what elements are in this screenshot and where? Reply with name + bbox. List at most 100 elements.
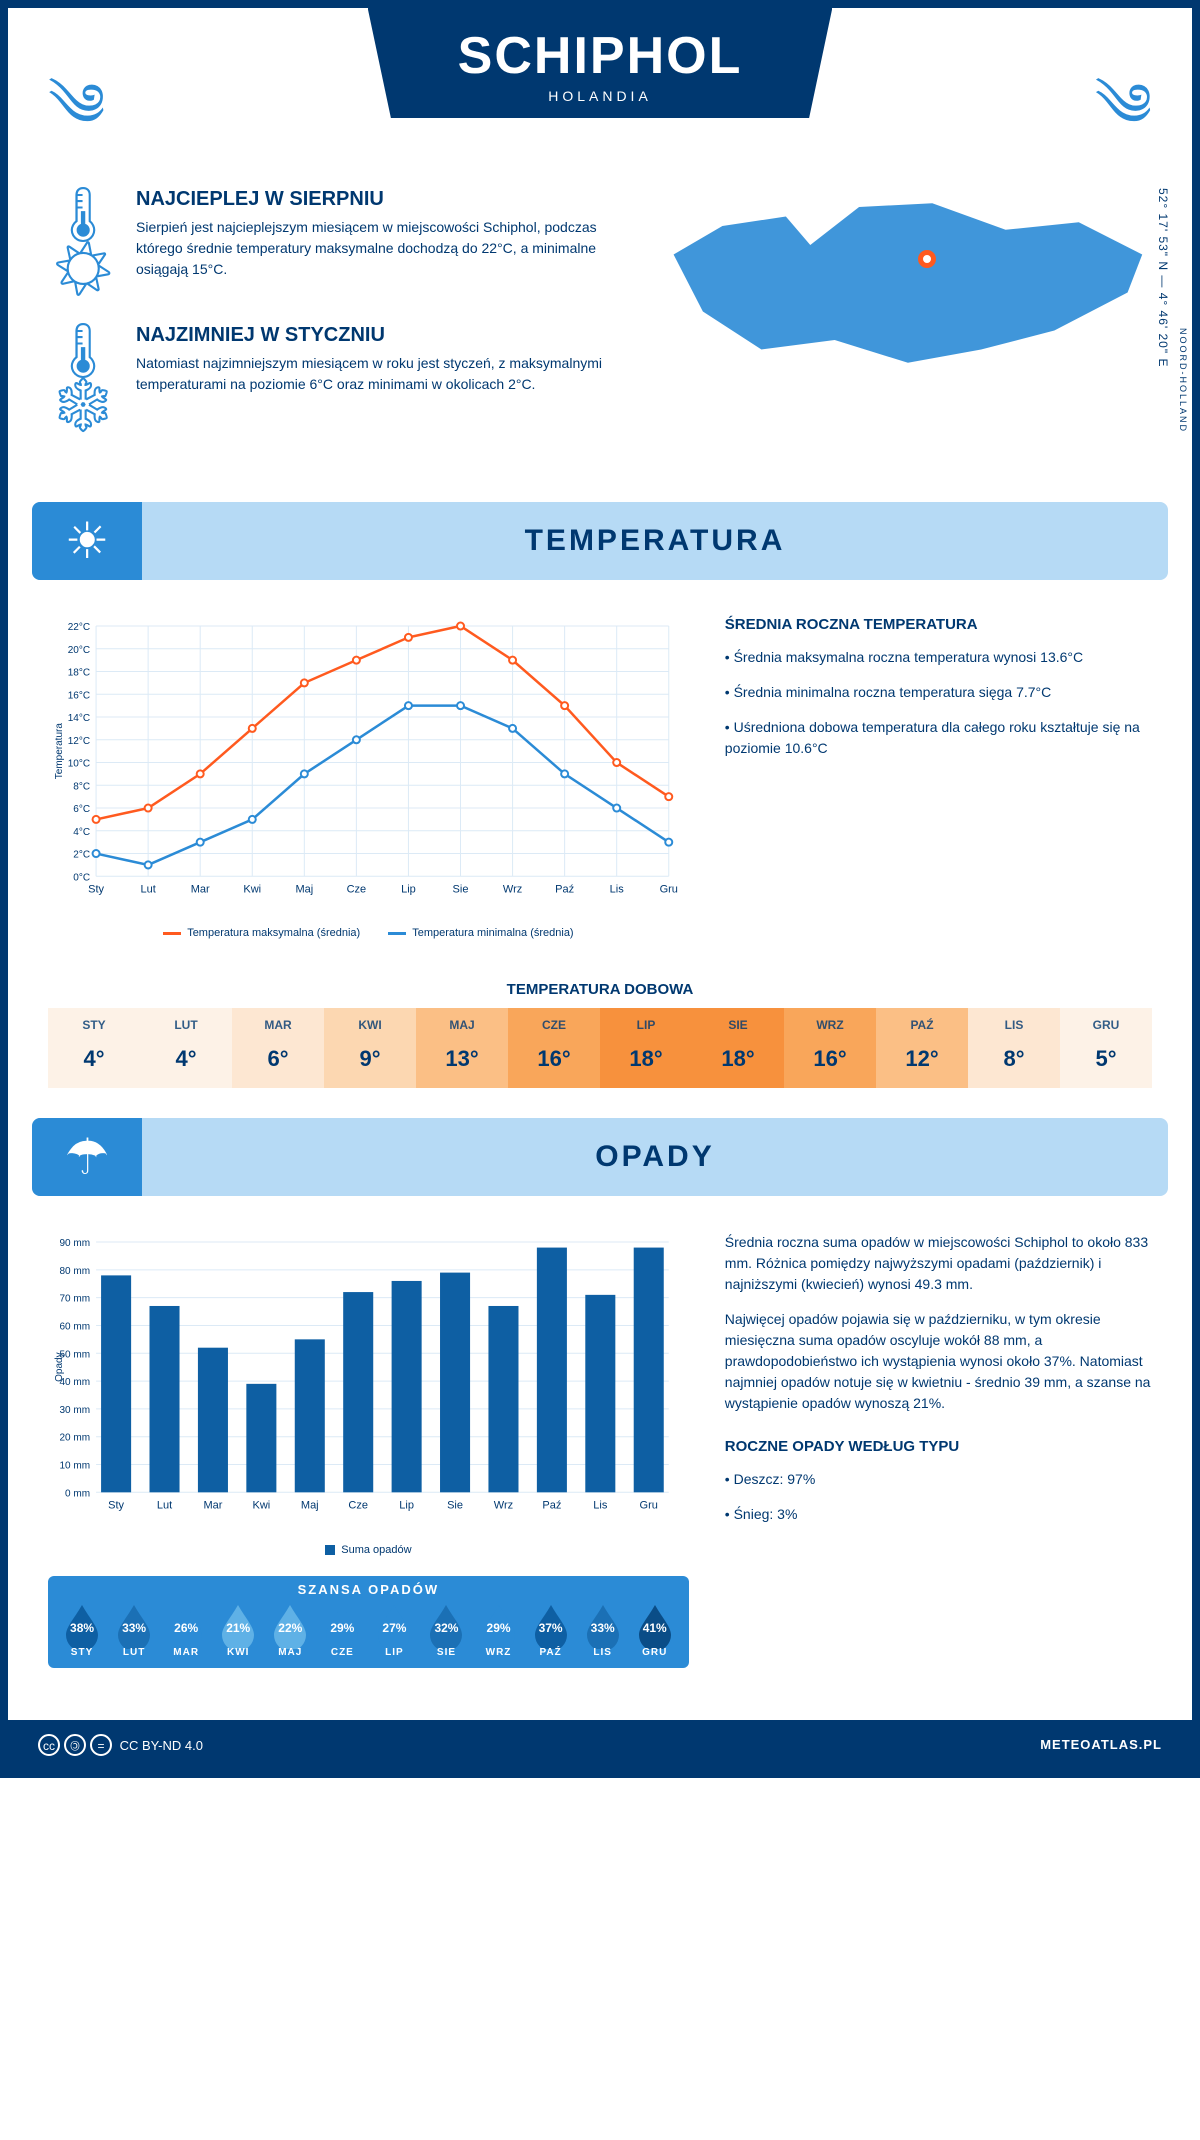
rain-paragraph: Średnia roczna suma opadów w miejscowośc… [725, 1232, 1152, 1295]
chance-drop: 33% LUT [108, 1603, 160, 1658]
precipitation-summary: Średnia roczna suma opadów w miejscowośc… [725, 1232, 1152, 1667]
chance-title: SZANSA OPADÓW [56, 1582, 681, 1597]
world-map [664, 188, 1152, 378]
daily-cell: LIP18° [600, 1008, 692, 1088]
svg-text:Maj: Maj [295, 883, 313, 895]
header: ༄ SCHIPHOL HOLANDIA ༄ [8, 8, 1192, 168]
svg-text:Maj: Maj [301, 1500, 319, 1512]
daily-cell: LUT4° [140, 1008, 232, 1088]
warmest-fact: 🌡☀ NAJCIEPLEJ W SIERPNIU Sierpień jest n… [48, 188, 634, 296]
svg-text:Kwi: Kwi [252, 1500, 270, 1512]
svg-text:Wrz: Wrz [503, 883, 522, 895]
svg-text:Sty: Sty [108, 1500, 124, 1512]
chance-drop: 32% SIE [420, 1603, 472, 1658]
svg-text:Paź: Paź [542, 1500, 561, 1512]
sun-icon: ☀ [32, 502, 142, 580]
svg-text:Mar: Mar [191, 883, 210, 895]
summary-bullet: • Średnia maksymalna roczna temperatura … [725, 647, 1152, 668]
rain-type-bullet: • Deszcz: 97% [725, 1469, 1152, 1490]
wind-icon: ༄ [1095, 38, 1152, 207]
svg-text:4°C: 4°C [73, 827, 90, 838]
svg-text:Cze: Cze [348, 1500, 368, 1512]
svg-text:Sie: Sie [447, 1500, 463, 1512]
svg-text:Lis: Lis [593, 1500, 608, 1512]
legend-max: Temperatura maksymalna (średnia) [187, 927, 360, 939]
legend-min: Temperatura minimalna (średnia) [412, 927, 573, 939]
precipitation-bar-chart: 0 mm10 mm20 mm30 mm40 mm50 mm60 mm70 mm8… [48, 1232, 689, 1667]
svg-text:30 mm: 30 mm [60, 1405, 91, 1416]
daily-temp-title: TEMPERATURA DOBOWA [8, 981, 1192, 998]
daily-temp-table: STY4° LUT4° MAR6° KWI9° MAJ13° CZE16° LI… [48, 1008, 1152, 1088]
chance-drop: 29% CZE [316, 1603, 368, 1658]
location-pin-icon [918, 250, 936, 268]
svg-text:Mar: Mar [203, 1500, 222, 1512]
intro-row: 🌡☀ NAJCIEPLEJ W SIERPNIU Sierpień jest n… [8, 168, 1192, 490]
temperature-row: 0°C2°C4°C6°C8°C10°C12°C14°C16°C18°C20°C2… [8, 592, 1192, 963]
summary-heading: ŚREDNIA ROCZNA TEMPERATURA [725, 616, 1152, 633]
svg-text:Kwi: Kwi [243, 883, 261, 895]
rain-paragraph: Najwięcej opadów pojawia się w październ… [725, 1309, 1152, 1414]
svg-text:0 mm: 0 mm [65, 1489, 90, 1500]
svg-text:10 mm: 10 mm [60, 1461, 91, 1472]
section-title: OPADY [142, 1140, 1168, 1174]
site-label: METEOATLAS.PL [1040, 1737, 1162, 1752]
svg-text:70 mm: 70 mm [60, 1294, 91, 1305]
title-banner: SCHIPHOL HOLANDIA [368, 8, 833, 118]
region-label: NOORD-HOLLAND [1178, 328, 1188, 433]
coldest-fact: 🌡❄ NAJZIMNIEJ W STYCZNIU Natomiast najzi… [48, 324, 634, 432]
svg-text:Sty: Sty [88, 883, 104, 895]
daily-cell: MAR6° [232, 1008, 324, 1088]
daily-cell: WRZ16° [784, 1008, 876, 1088]
chance-drop: 33% LIS [577, 1603, 629, 1658]
chance-drop: 37% PAŹ [525, 1603, 577, 1658]
daily-cell: GRU5° [1060, 1008, 1152, 1088]
precipitation-chance-panel: SZANSA OPADÓW 38% STY 33% LUT 26% MAR [48, 1576, 689, 1668]
legend-rain: Suma opadów [341, 1544, 411, 1556]
chance-drop: 26% MAR [160, 1603, 212, 1658]
svg-text:18°C: 18°C [68, 668, 90, 679]
svg-text:Lis: Lis [610, 883, 625, 895]
rain-type-bullet: • Śnieg: 3% [725, 1504, 1152, 1525]
chance-drop: 38% STY [56, 1603, 108, 1658]
svg-text:Sie: Sie [453, 883, 469, 895]
summary-bullet: • Uśredniona dobowa temperatura dla całe… [725, 717, 1152, 759]
svg-text:12°C: 12°C [68, 736, 90, 747]
umbrella-icon: ☂ [32, 1118, 142, 1196]
svg-text:Cze: Cze [347, 883, 367, 895]
license-text: CC BY-ND 4.0 [120, 1738, 203, 1753]
chance-drop: 21% KWI [212, 1603, 264, 1658]
page-root: ༄ SCHIPHOL HOLANDIA ༄ 🌡☀ NAJCIEPLEJ W SI… [0, 0, 1200, 1778]
temperature-facts: 🌡☀ NAJCIEPLEJ W SIERPNIU Sierpień jest n… [48, 188, 634, 460]
chance-drop: 27% LIP [368, 1603, 420, 1658]
cc-icons: cc🄯= [38, 1738, 116, 1753]
coldest-title: NAJZIMNIEJ W STYCZNIU [136, 324, 634, 347]
warmest-text: Sierpień jest najcieplejszym miesiącem w… [136, 217, 634, 280]
location-title: SCHIPHOL [458, 26, 743, 86]
svg-text:Lip: Lip [399, 1500, 414, 1512]
svg-text:90 mm: 90 mm [60, 1238, 91, 1249]
daily-cell: CZE16° [508, 1008, 600, 1088]
chance-drop: 41% GRU [629, 1603, 681, 1658]
svg-text:Gru: Gru [640, 1500, 658, 1512]
svg-text:0°C: 0°C [73, 872, 90, 883]
svg-text:80 mm: 80 mm [60, 1266, 91, 1277]
coldest-text: Natomiast najzimniejszym miesiącem w rok… [136, 353, 634, 395]
warmest-title: NAJCIEPLEJ W SIERPNIU [136, 188, 634, 211]
svg-text:Wrz: Wrz [494, 1500, 513, 1512]
svg-text:Gru: Gru [660, 883, 678, 895]
wind-icon: ༄ [48, 38, 105, 207]
daily-cell: MAJ13° [416, 1008, 508, 1088]
svg-text:2°C: 2°C [73, 850, 90, 861]
rain-legend: Suma opadów [48, 1544, 689, 1556]
svg-text:Lut: Lut [140, 883, 155, 895]
temperature-line-chart: 0°C2°C4°C6°C8°C10°C12°C14°C16°C18°C20°C2… [48, 616, 689, 939]
svg-text:Lut: Lut [157, 1500, 172, 1512]
svg-text:60 mm: 60 mm [60, 1322, 91, 1333]
svg-text:8°C: 8°C [73, 781, 90, 792]
svg-text:Temperatura: Temperatura [54, 723, 65, 780]
svg-text:10°C: 10°C [68, 759, 90, 770]
svg-text:Paź: Paź [555, 883, 574, 895]
chance-drops: 38% STY 33% LUT 26% MAR 21% KWI [56, 1603, 681, 1658]
daily-cell: STY4° [48, 1008, 140, 1088]
summary-bullet: • Średnia minimalna roczna temperatura s… [725, 682, 1152, 703]
